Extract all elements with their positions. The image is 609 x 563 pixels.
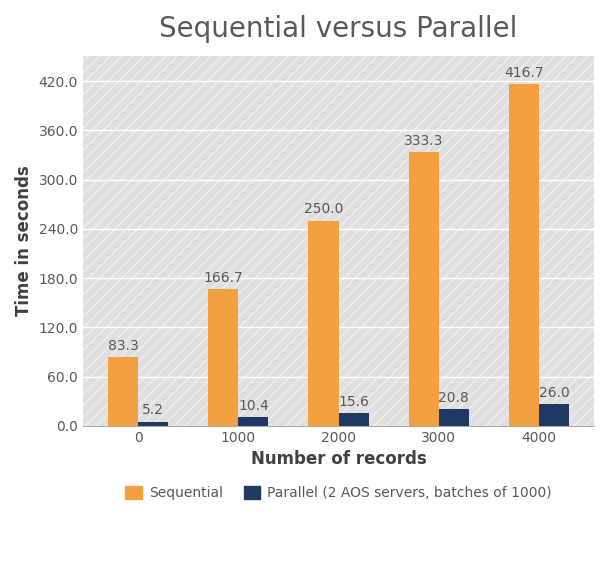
Text: 20.8: 20.8: [438, 391, 469, 405]
Text: 250.0: 250.0: [304, 203, 343, 217]
Text: 333.3: 333.3: [404, 134, 443, 148]
Bar: [438, 409, 469, 426]
Bar: [238, 417, 269, 426]
Bar: [208, 289, 238, 426]
Legend: Sequential, Parallel (2 AOS servers, batches of 1000): Sequential, Parallel (2 AOS servers, bat…: [125, 486, 552, 500]
Text: 5.2: 5.2: [143, 404, 164, 417]
Text: 166.7: 166.7: [203, 271, 243, 285]
Text: 15.6: 15.6: [338, 395, 369, 409]
Bar: [339, 413, 368, 426]
Title: Sequential versus Parallel: Sequential versus Parallel: [160, 15, 518, 43]
Y-axis label: Time in seconds: Time in seconds: [15, 166, 33, 316]
Bar: [539, 404, 569, 426]
Bar: [509, 84, 539, 426]
Text: 10.4: 10.4: [238, 399, 269, 413]
Bar: [309, 221, 339, 426]
Bar: [108, 358, 138, 426]
Bar: [409, 152, 438, 426]
Bar: [138, 422, 168, 426]
Text: 83.3: 83.3: [108, 339, 138, 354]
X-axis label: Number of records: Number of records: [251, 450, 426, 468]
Text: 26.0: 26.0: [538, 386, 569, 400]
Text: 416.7: 416.7: [504, 66, 544, 80]
